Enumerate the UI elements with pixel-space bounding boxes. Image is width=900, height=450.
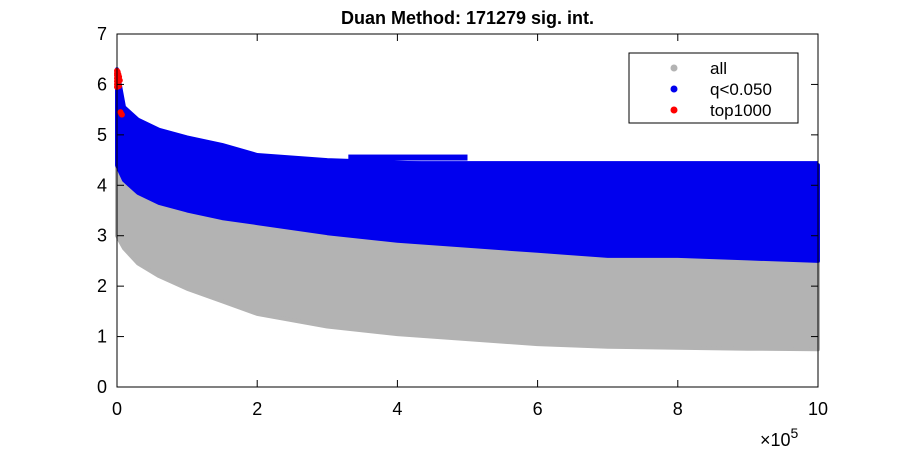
y-tick-label: 0: [97, 377, 107, 397]
x-exponent-power: 5: [791, 425, 799, 441]
legend-label: q<0.050: [710, 80, 772, 99]
chart-title: Duan Method: 171279 sig. int.: [341, 8, 594, 28]
y-tick-label: 1: [97, 327, 107, 347]
series-q-0-050-band-1: [222, 174, 818, 181]
axis-ticks: 0 2 4 6 8 10 0 1 2 3 4 5 6 7: [97, 24, 828, 419]
y-tick-label: 5: [97, 125, 107, 145]
legend-marker: [670, 64, 678, 72]
legend: all q<0.050 top1000: [628, 52, 799, 124]
x-tick-label: 10: [808, 399, 828, 419]
legend-label: all: [710, 59, 727, 78]
series-q-0-050-band-0: [145, 161, 819, 168]
series-q-0-050-band-2: [257, 167, 349, 174]
legend-label: top1000: [710, 101, 771, 120]
x-tick-label: 0: [112, 399, 122, 419]
y-tick-label: 2: [97, 276, 107, 296]
legend-marker: [670, 85, 678, 93]
legend-marker: [670, 106, 678, 114]
x-tick-label: 8: [673, 399, 683, 419]
legend-box: [628, 52, 799, 124]
axes-frame: [116, 33, 819, 388]
y-tick-label: 4: [97, 175, 107, 195]
x-tick-label: 2: [252, 399, 262, 419]
series-top1000-point-13: [116, 77, 123, 84]
x-tick-label: 6: [533, 399, 543, 419]
y-tick-label: 7: [97, 24, 107, 44]
series-q-0-050-band-3: [348, 154, 468, 161]
x-exponent-base: ×10: [760, 430, 791, 450]
series-top1000-point-16: [118, 111, 125, 118]
y-tick-label: 6: [97, 74, 107, 94]
x-tick-label: 4: [392, 399, 402, 419]
x-axis-exponent: ×105: [760, 425, 799, 450]
y-tick-label: 3: [97, 226, 107, 246]
